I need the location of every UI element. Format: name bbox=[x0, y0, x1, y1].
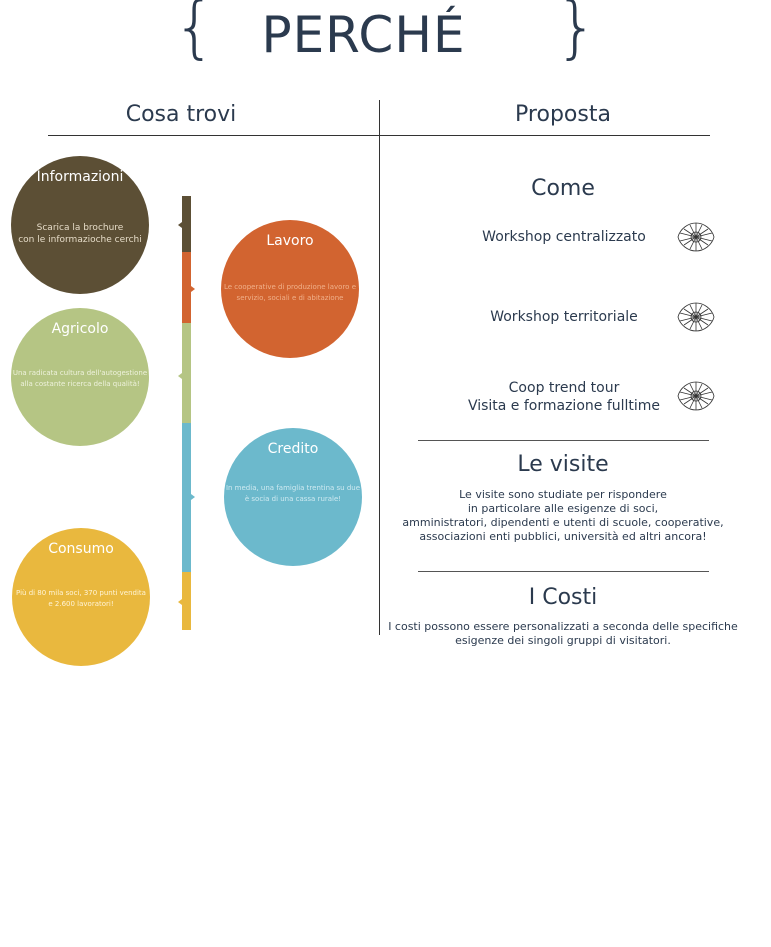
costi-line: esigenze dei singoli gruppi di visitator… bbox=[455, 634, 671, 647]
workshop-label: Visita e formazione fulltime bbox=[467, 398, 661, 414]
column-header-proposta: Proposta bbox=[515, 102, 611, 127]
circle-description-line: Le cooperative di produzione lavoro e bbox=[223, 283, 356, 291]
circle-description-line: e 2.600 lavoratori! bbox=[48, 600, 114, 608]
timeline-segment-agricolo bbox=[182, 323, 191, 423]
circle-credito[interactable]: Credito In media, una famiglia trentina … bbox=[224, 428, 362, 566]
section-divider bbox=[418, 571, 709, 572]
circle-title: Informazioni bbox=[36, 169, 124, 185]
workshop-territoriale[interactable]: Workshop territoriale bbox=[440, 308, 688, 326]
circle-lavoro[interactable]: Lavoro Le cooperative di produzione lavo… bbox=[221, 220, 359, 358]
visite-line: Le visite sono studiate per rispondere bbox=[459, 488, 667, 501]
circle-description-line: alla costante ricerca della qualità! bbox=[20, 380, 140, 388]
costi-line: I costi possono essere personalizzati a … bbox=[388, 620, 738, 633]
section-title-come: Come bbox=[531, 176, 595, 201]
coop-trend-tour[interactable]: Coop trend tour Visita e formazione full… bbox=[440, 379, 688, 415]
circle-informazioni[interactable]: Informazioni Scarica la brochure con le … bbox=[11, 156, 149, 294]
circle-description-line: servizio, sociali e di abitazione bbox=[236, 294, 344, 302]
visite-line: associazioni enti pubblici, università e… bbox=[419, 530, 707, 543]
visite-description: Le visite sono studiate per rispondere i… bbox=[380, 488, 746, 544]
circle-description: Più di 80 mila soci, 370 punti vendita e… bbox=[12, 588, 150, 610]
pointer-consumo bbox=[178, 599, 182, 605]
timeline-segment-credito bbox=[182, 423, 191, 572]
circle-title: Consumo bbox=[48, 541, 114, 557]
timeline-segment-informazioni bbox=[182, 196, 191, 252]
coop-logo-icon[interactable] bbox=[676, 219, 716, 255]
circle-title: Credito bbox=[267, 441, 319, 457]
circle-description-line: con le informazioche cerchi bbox=[18, 235, 142, 245]
right-brace: } bbox=[555, 0, 599, 67]
section-title-visite: Le visite bbox=[517, 452, 609, 477]
circle-description: Le cooperative di produzione lavoro e se… bbox=[221, 282, 359, 304]
coop-logo-icon[interactable] bbox=[676, 299, 716, 335]
circle-description: Scarica la brochure con le informazioche… bbox=[11, 222, 149, 246]
pointer-informazioni bbox=[178, 222, 182, 228]
pointer-lavoro bbox=[191, 286, 195, 292]
column-divider bbox=[379, 100, 380, 635]
section-divider bbox=[418, 440, 709, 441]
timeline-segment-lavoro bbox=[182, 252, 191, 323]
section-title-costi: I Costi bbox=[528, 585, 598, 610]
circle-description-line: Più di 80 mila soci, 370 punti vendita bbox=[16, 589, 146, 597]
circle-description-line: In media, una famiglia trentina su due bbox=[225, 484, 361, 492]
circle-title: Lavoro bbox=[266, 233, 314, 249]
visite-line: in particolare alle esigenze di soci, bbox=[467, 502, 659, 515]
pointer-credito bbox=[191, 494, 195, 500]
left-brace: { bbox=[173, 0, 217, 67]
column-header-cosa-trovi: Cosa trovi bbox=[125, 102, 237, 127]
circle-description: In media, una famiglia trentina su due è… bbox=[224, 483, 362, 505]
costi-description: I costi possono essere personalizzati a … bbox=[380, 620, 746, 648]
circle-agricolo[interactable]: Agricolo Una radicata cultura dell'autog… bbox=[11, 308, 149, 446]
circle-description-line: Scarica la brochure bbox=[36, 223, 124, 233]
workshop-label: Coop trend tour bbox=[508, 380, 620, 396]
workshop-label: Workshop territoriale bbox=[490, 309, 638, 325]
visite-line: amministratori, dipendenti e utenti di s… bbox=[402, 516, 724, 529]
circle-description-line: è socia di una cassa rurale! bbox=[244, 495, 342, 503]
coop-logo-icon[interactable] bbox=[676, 378, 716, 414]
circle-description-line: Una radicata cultura dell'autogestione bbox=[12, 369, 148, 377]
circle-description: Una radicata cultura dell'autogestione a… bbox=[11, 368, 149, 390]
timeline-segment-consumo bbox=[182, 572, 191, 630]
pointer-agricolo bbox=[178, 373, 182, 379]
workshop-label: Workshop centralizzato bbox=[482, 229, 646, 245]
workshop-centralizzato[interactable]: Workshop centralizzato bbox=[440, 228, 688, 246]
page-title: PERCHÉ bbox=[261, 6, 466, 64]
circle-consumo[interactable]: Consumo Più di 80 mila soci, 370 punti v… bbox=[12, 528, 150, 666]
circle-title: Agricolo bbox=[51, 321, 109, 337]
